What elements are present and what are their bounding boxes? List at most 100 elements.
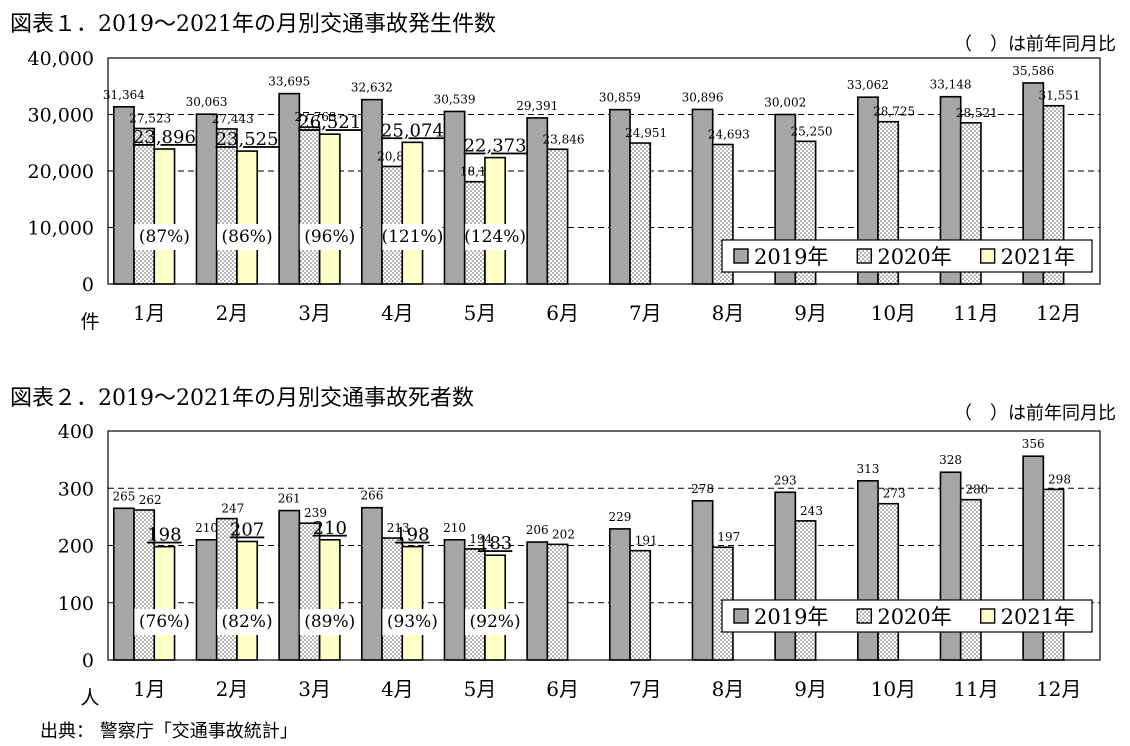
x-tick-label: 6月 xyxy=(546,677,579,701)
ratio-box xyxy=(465,609,526,635)
x-tick-label: 8月 xyxy=(712,301,745,325)
y-unit-label: 件 xyxy=(80,311,99,333)
legend-box xyxy=(721,599,1093,633)
data-label-2020: 27,523 xyxy=(129,111,171,125)
bar-2020 xyxy=(133,127,156,285)
data-label-2019: 313 xyxy=(856,462,879,476)
ratio-box xyxy=(382,609,443,635)
ratio-box xyxy=(217,609,278,635)
data-label-2020: 262 xyxy=(139,493,162,507)
data-label-2021: 23,525 xyxy=(216,129,279,150)
data-label-2020: 27,763 xyxy=(295,110,337,124)
ratio-box xyxy=(299,609,360,635)
data-label-2019: 30,002 xyxy=(764,95,806,109)
data-label-2020: 247 xyxy=(221,502,244,516)
legend-label: 2021年 xyxy=(1001,245,1075,269)
bar-2020 xyxy=(298,126,321,285)
bar-2020 xyxy=(546,543,569,661)
data-label-2019: 210 xyxy=(443,521,466,535)
data-label-2019: 356 xyxy=(1022,437,1045,451)
bar-2021 xyxy=(484,156,507,285)
legend-label: 2021年 xyxy=(1001,605,1075,629)
bar-2019 xyxy=(112,105,135,285)
source-note: 出典： 警察庁「交通事故統計」 xyxy=(40,721,298,742)
data-label-2020: 243 xyxy=(800,504,823,518)
legend-swatch-2021 xyxy=(979,248,996,264)
figure-1-note: （ ）は前年同月比 xyxy=(954,34,1116,55)
x-tick-label: 3月 xyxy=(298,301,331,325)
data-label-2020: 191 xyxy=(635,534,658,548)
data-label-2020: 194 xyxy=(469,532,492,546)
bar-2019 xyxy=(278,509,301,661)
ratio-label: (96%) xyxy=(304,227,355,247)
ratio-box xyxy=(217,224,278,250)
x-tick-label: 1月 xyxy=(133,301,166,325)
x-tick-label: 2月 xyxy=(216,301,249,325)
data-label-2020: 31,551 xyxy=(1039,89,1081,103)
bar-2019 xyxy=(443,110,466,285)
ratio-label: (124%) xyxy=(464,227,526,247)
data-label-2019: 33,062 xyxy=(847,78,889,92)
x-tick-label: 9月 xyxy=(794,677,827,701)
ratio-box xyxy=(134,224,195,250)
data-label-2021: 23,896 xyxy=(133,127,196,148)
y-tick-label: 30,000 xyxy=(28,105,94,127)
bar-2021 xyxy=(153,148,176,285)
data-label-2020: 28,521 xyxy=(956,106,998,120)
data-label-2020: 273 xyxy=(883,487,906,501)
data-label-2020: 202 xyxy=(552,527,575,541)
data-label-2019: 29,391 xyxy=(516,99,558,113)
legend-swatch-2021 xyxy=(979,608,996,624)
x-tick-label: 7月 xyxy=(629,677,662,701)
bar-2020 xyxy=(629,549,652,661)
figure-2-title: 図表２．2019～2021年の月別交通事故死者数 xyxy=(10,386,474,411)
data-label-2021: 207 xyxy=(230,519,264,540)
ratio-label: (89%) xyxy=(304,612,355,632)
data-label-2021: 198 xyxy=(147,525,181,546)
bar-2019 xyxy=(360,98,383,285)
x-tick-label: 5月 xyxy=(464,301,497,325)
y-tick-label: 40,000 xyxy=(28,48,94,70)
x-tick-label: 4月 xyxy=(381,301,414,325)
x-tick-label: 6月 xyxy=(546,301,579,325)
data-label-2021: 210 xyxy=(313,518,347,539)
data-label-2019: 229 xyxy=(608,510,631,524)
x-tick-label: 9月 xyxy=(794,301,827,325)
bar-2020 xyxy=(546,148,569,285)
data-label-2020: 280 xyxy=(965,483,988,497)
bar-2020 xyxy=(463,548,486,661)
ratio-label: (121%) xyxy=(381,227,443,247)
data-label-2020: 213 xyxy=(387,521,410,535)
data-label-2021: 183 xyxy=(478,533,512,554)
ratio-label: (76%) xyxy=(139,612,190,632)
bar-2019 xyxy=(443,538,466,661)
data-label-2019: 32,632 xyxy=(351,81,393,95)
y-tick-label: 0 xyxy=(82,274,94,296)
data-label-2020: 24,693 xyxy=(708,127,750,141)
figure-2-note: （ ）は前年同月比 xyxy=(954,403,1116,424)
ratio-label: (93%) xyxy=(387,612,438,632)
x-tick-label: 5月 xyxy=(464,677,497,701)
data-label-2019: 33,695 xyxy=(268,75,310,89)
bar-2021 xyxy=(318,133,341,285)
bar-2021 xyxy=(153,545,176,661)
data-label-2019: 261 xyxy=(278,492,301,506)
bar-2021 xyxy=(484,554,507,661)
data-label-2020: 197 xyxy=(717,530,740,544)
bar-2020 xyxy=(794,520,817,661)
ratio-box xyxy=(299,224,360,250)
data-label-2020: 24,951 xyxy=(625,126,667,140)
y-tick-label: 400 xyxy=(58,421,94,443)
legend-label: 2020年 xyxy=(877,605,951,629)
x-tick-label: 10月 xyxy=(871,301,916,325)
x-tick-label: 12月 xyxy=(1036,301,1081,325)
bar-2021 xyxy=(401,545,424,661)
data-label-2019: 265 xyxy=(112,489,135,503)
data-label-2020: 239 xyxy=(304,506,327,520)
bar-2019 xyxy=(526,541,549,661)
ratio-label: (92%) xyxy=(470,612,521,632)
bar-2019 xyxy=(360,506,383,661)
bar-2021 xyxy=(318,538,341,661)
data-label-2019: 30,539 xyxy=(434,92,476,106)
